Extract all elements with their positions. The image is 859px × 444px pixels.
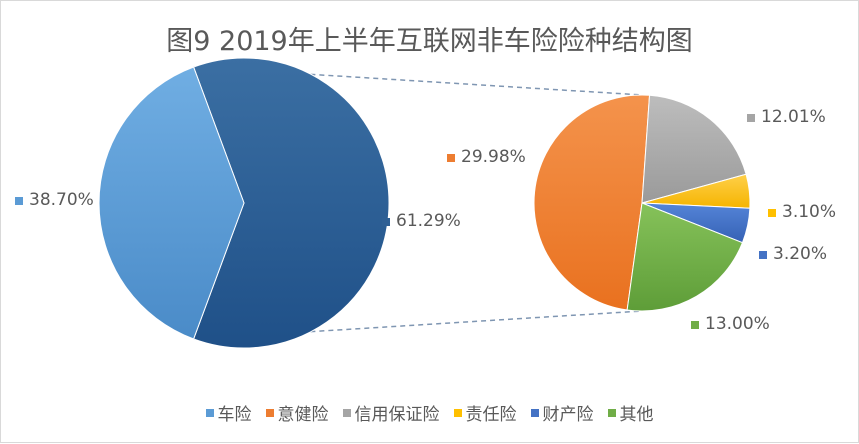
chart-title: 图9 2019年上半年互联网非车险险种结构图: [166, 26, 693, 57]
legend-item-2: 信用保证险: [342, 400, 440, 425]
legend-item-4: 财产险: [530, 400, 594, 425]
data-label-secondary-1-marker: [747, 114, 755, 122]
legend-swatch: [265, 408, 274, 417]
data-label-main-0-marker: [15, 197, 23, 205]
data-label-secondary-4: 13.00%: [691, 314, 770, 334]
data-label-secondary-4-text: 13.00%: [705, 314, 770, 334]
legend-swatch: [205, 408, 214, 417]
legend-label: 责任险: [465, 405, 517, 425]
data-labels: 38.70% 61.29% 29.98% 12.01% 3.10% 3.20% 13.00%: [15, 107, 836, 334]
data-label-secondary-2-marker: [768, 209, 776, 217]
main-slice-车险: [98, 66, 245, 340]
data-label-secondary-1-text: 12.01%: [761, 107, 826, 127]
legend-swatch: [342, 408, 351, 417]
data-label-main-1-marker: [382, 218, 390, 226]
legend-label: 财产险: [542, 405, 594, 425]
legend-swatch: [453, 408, 462, 417]
data-label-main-0: 38.70%: [15, 190, 94, 210]
data-label-secondary-3: 3.20%: [759, 244, 827, 264]
data-label-secondary-0-marker: [447, 154, 455, 162]
legend-label: 车险: [217, 405, 252, 425]
secondary-slice-其他: [626, 202, 744, 312]
secondary-slice-信用保证险: [641, 94, 747, 204]
data-label-secondary-0: 29.98%: [447, 147, 526, 167]
data-label-main-1-text: 61.29%: [396, 211, 461, 231]
legend-item-5: 其他: [607, 400, 654, 425]
secondary-slice-意健险: [533, 94, 651, 311]
legend-label: 意健险: [277, 405, 329, 425]
main-pie: [98, 57, 390, 349]
legend-item-3: 责任险: [453, 400, 517, 425]
legend-label: 其他: [619, 405, 654, 425]
data-label-main-1: 61.29%: [382, 211, 461, 231]
data-label-secondary-3-marker: [759, 251, 767, 259]
legend-swatch: [607, 408, 616, 417]
data-label-secondary-0-text: 29.98%: [461, 147, 526, 167]
legend-label: 信用保证险: [354, 405, 440, 425]
legend: 车险 意健险 信用保证险 责任险 财产险 其他: [1, 400, 858, 425]
data-label-secondary-2: 3.10%: [768, 202, 836, 222]
data-label-secondary-2-text: 3.10%: [782, 202, 836, 222]
legend-item-1: 意健险: [265, 400, 329, 425]
main-slice-非车险: [192, 57, 390, 349]
legend-item-0: 车险: [205, 400, 252, 425]
data-label-secondary-4-marker: [691, 321, 699, 329]
legend-swatch: [530, 408, 539, 417]
data-label-secondary-3-text: 3.20%: [773, 244, 827, 264]
secondary-pie: [533, 94, 751, 312]
data-label-main-0-text: 38.70%: [29, 190, 94, 210]
data-label-secondary-1: 12.01%: [747, 107, 826, 127]
